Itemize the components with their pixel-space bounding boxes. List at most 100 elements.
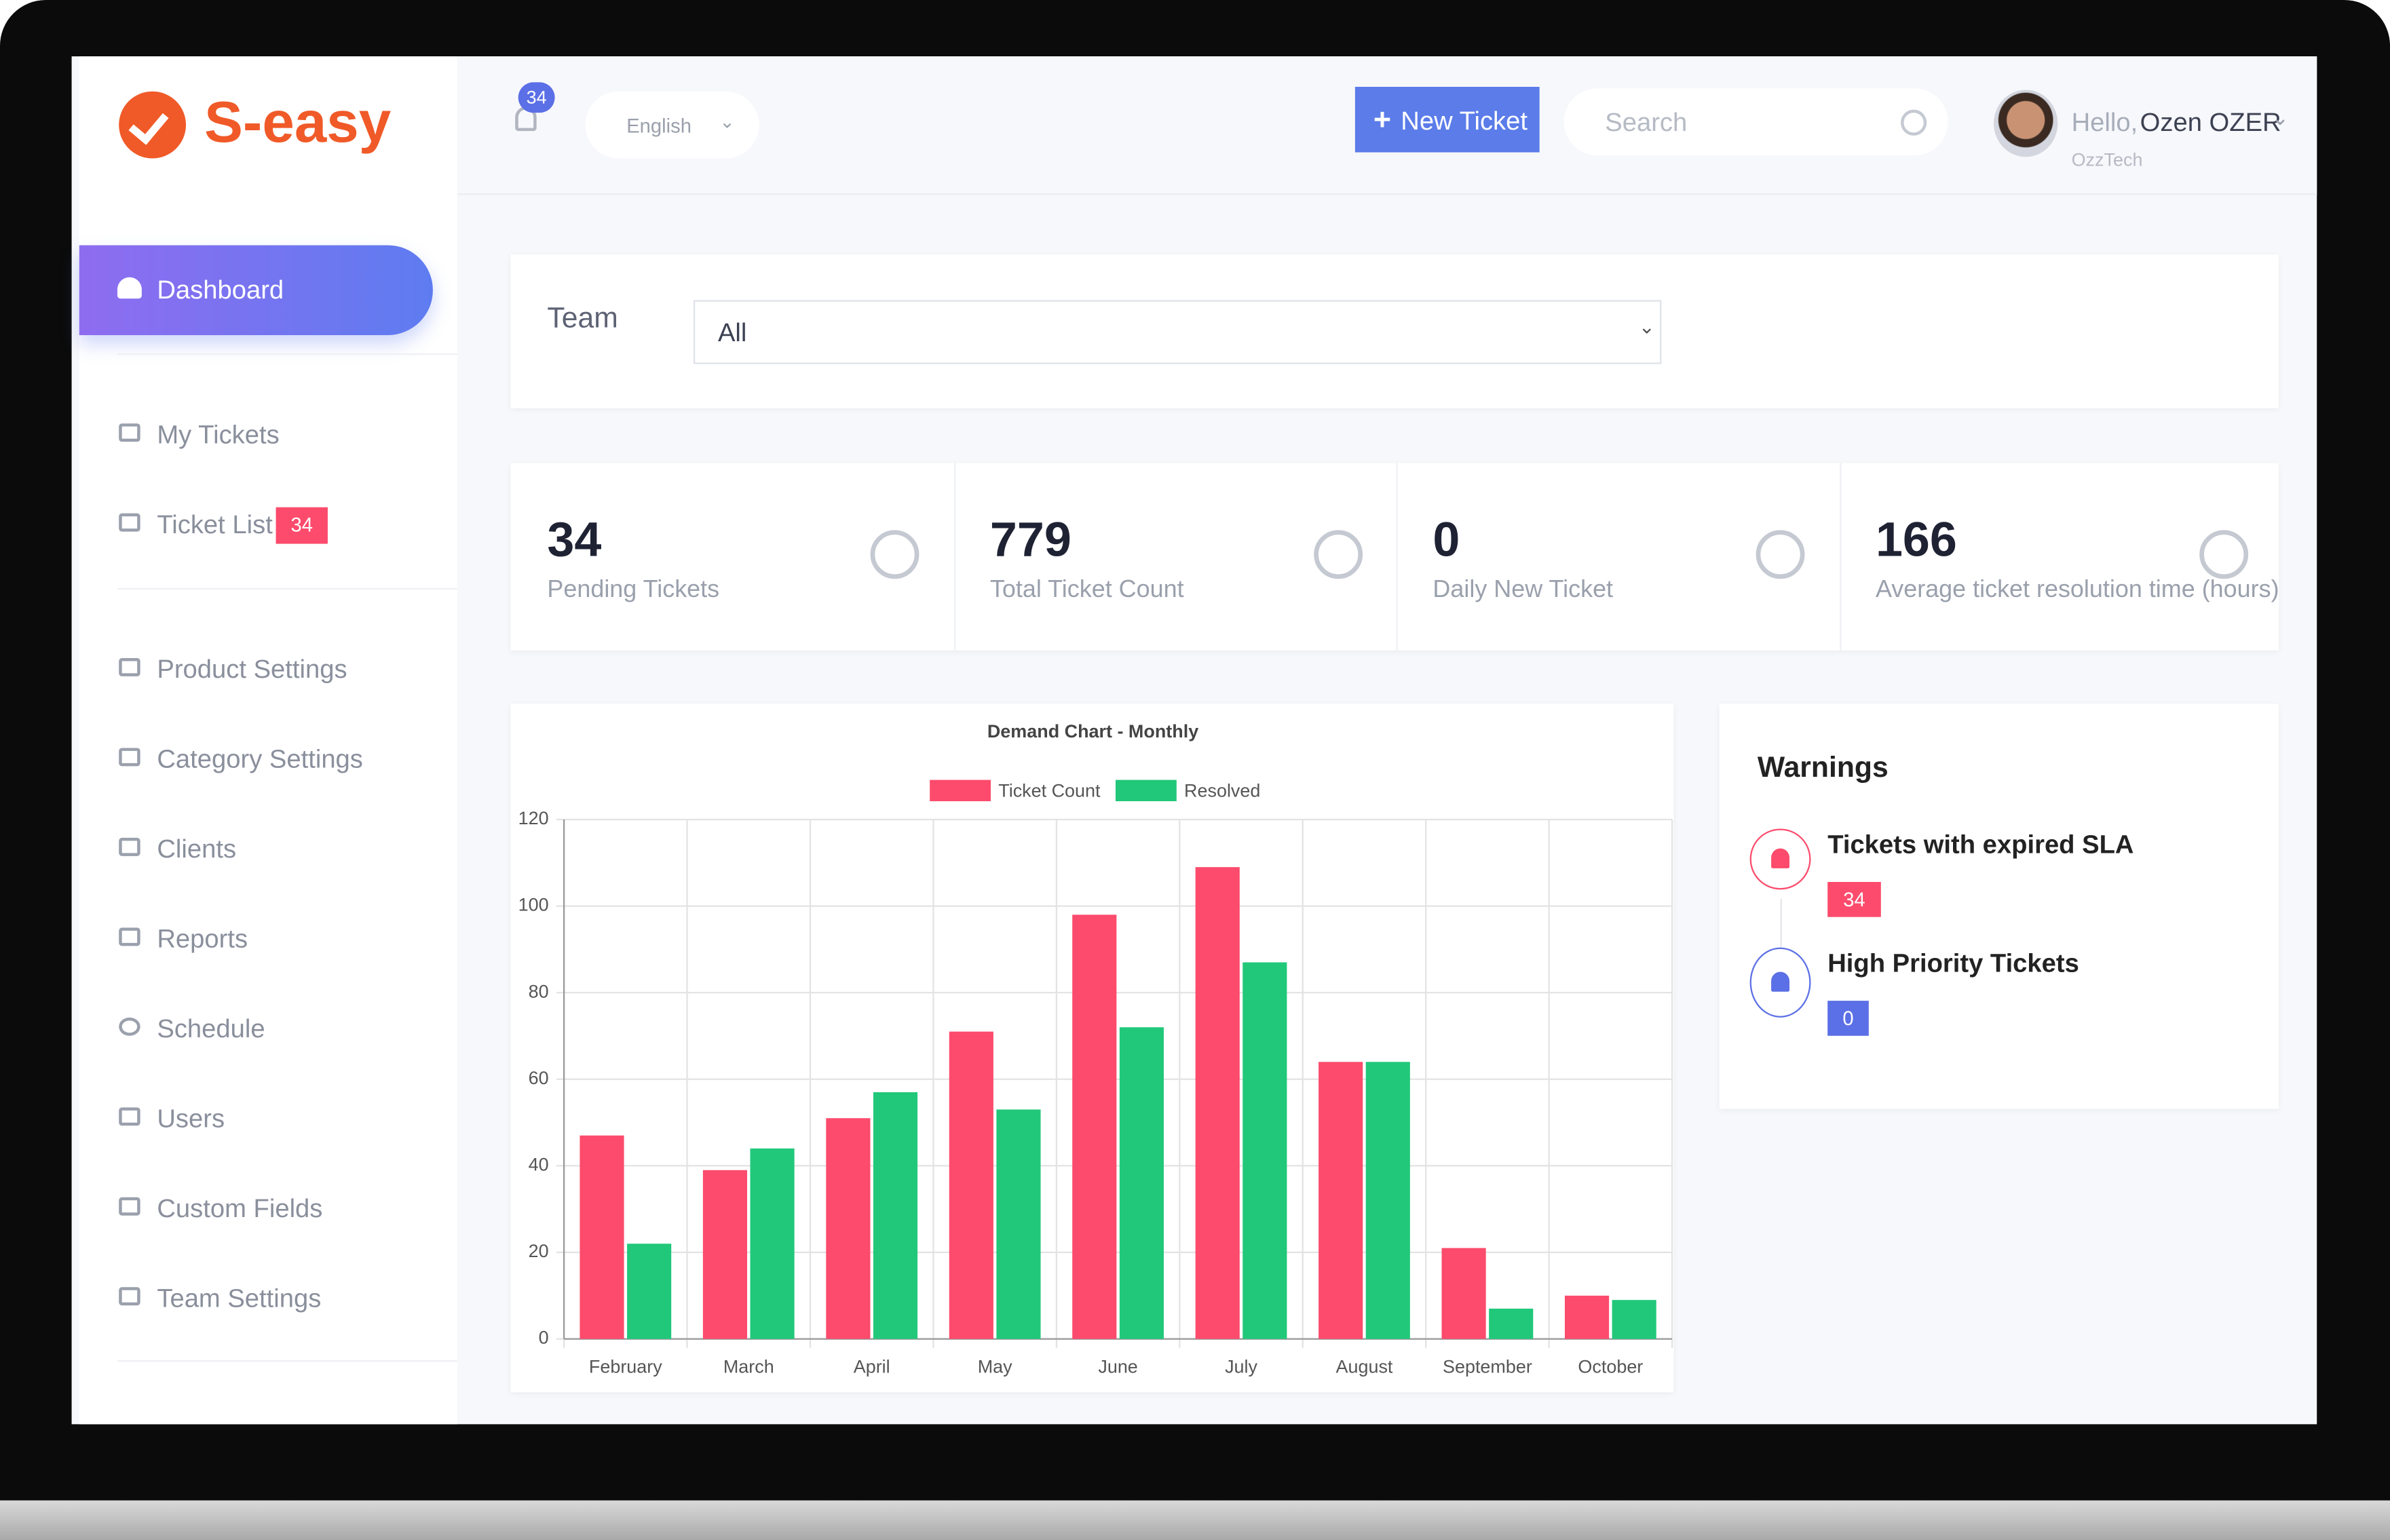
- bar: [949, 1031, 993, 1339]
- stat-divider: [1839, 463, 1841, 651]
- warning-icon: [1749, 828, 1811, 890]
- nav-item[interactable]: Team Settings: [157, 1284, 322, 1313]
- bar: [1195, 867, 1240, 1339]
- logo-icon: [119, 91, 187, 159]
- stat-value: 166: [1875, 512, 1957, 567]
- x-tick-label: June: [1098, 1356, 1137, 1377]
- nav-item[interactable]: My Tickets: [157, 420, 280, 450]
- y-tick-label: 40: [529, 1155, 549, 1175]
- nav-item[interactable]: Ticket List: [157, 510, 273, 539]
- y-tick-label: 120: [518, 808, 549, 828]
- warning-count: 34: [1827, 882, 1881, 917]
- bar: [1489, 1308, 1534, 1339]
- warning-label: High Priority Tickets: [1827, 948, 2079, 978]
- y-tick-label: 100: [518, 895, 549, 915]
- nav-item[interactable]: Clients: [157, 834, 237, 864]
- x-tick-label: August: [1336, 1356, 1393, 1377]
- warnings-card: [1719, 704, 2279, 1109]
- language: English: [626, 114, 691, 138]
- search-placeholder: Search: [1605, 108, 1688, 138]
- chart-card: Demand Chart - Monthly 0 20 40 60 80 100 120 Ti…: [510, 704, 1674, 1393]
- bar: [627, 1244, 672, 1339]
- bar: [1072, 915, 1117, 1339]
- stat-divider: [953, 463, 955, 651]
- greeting: Hello,: [2071, 108, 2138, 138]
- nav-item[interactable]: Product Settings: [157, 655, 347, 685]
- stat-label: Average ticket resolution time (hours): [1875, 577, 2279, 604]
- legend-swatch: [1115, 779, 1177, 802]
- nav-badge: 34: [276, 507, 328, 544]
- brand: S-easy: [204, 91, 392, 156]
- search-box[interactable]: [1563, 88, 1948, 156]
- stat-icon: [1756, 530, 1805, 579]
- warning-icon: [1749, 947, 1811, 1018]
- bar: [1564, 1295, 1610, 1339]
- warning-label: Tickets with expired SLA: [1827, 830, 2134, 860]
- nav-icon: [117, 277, 142, 299]
- x-tick-label: April: [854, 1356, 890, 1377]
- bar: [1365, 1062, 1410, 1339]
- stat-icon: [870, 530, 919, 579]
- divider: [117, 588, 457, 590]
- bar: [873, 1092, 918, 1339]
- chart-title: Demand Chart - Monthly: [987, 721, 1198, 742]
- laptop-base: [0, 1500, 2390, 1540]
- filter-label: Team: [547, 303, 618, 335]
- bar: [826, 1118, 871, 1339]
- bar: [1612, 1300, 1656, 1339]
- legend-swatch: [930, 779, 991, 802]
- team-select[interactable]: [694, 300, 1662, 364]
- chevron: ⌄: [719, 111, 735, 133]
- nav-item[interactable]: Schedule: [157, 1014, 265, 1044]
- divider: [117, 1360, 457, 1362]
- stats-card: [510, 463, 2279, 651]
- y-tick-label: 80: [529, 981, 549, 1001]
- x-tick-label: July: [1225, 1356, 1257, 1377]
- bar: [996, 1109, 1041, 1339]
- timeline-line: [1780, 898, 1782, 948]
- language-select[interactable]: [585, 91, 759, 159]
- x-tick-label: October: [1578, 1356, 1643, 1377]
- bar: [1441, 1248, 1486, 1339]
- warnings-title: Warnings: [1757, 752, 1889, 785]
- bar: [702, 1170, 748, 1339]
- stat-label: Daily New Ticket: [1433, 577, 1614, 604]
- avatar[interactable]: [1994, 90, 2058, 157]
- new-ticket-button[interactable]: [1354, 86, 1540, 153]
- warning-count: 0: [1827, 1001, 1869, 1036]
- user-name: Ozen OZER: [2140, 108, 2281, 138]
- chevron: ⌄: [1638, 315, 1656, 339]
- stat-label: Total Ticket Count: [989, 577, 1184, 604]
- x-tick-label: March: [723, 1356, 774, 1377]
- chart: Demand Chart - Monthly 0 20 40 60 80 100 120 Ti…: [518, 721, 1673, 1377]
- stat-value: 779: [989, 512, 1071, 567]
- stat-icon: [2199, 530, 2248, 579]
- chevron: ⌄: [2271, 104, 2290, 130]
- nav-item[interactable]: Reports: [157, 924, 248, 954]
- bar: [1243, 962, 1287, 1339]
- bar: [1319, 1062, 1363, 1339]
- new-ticket-label: New Ticket: [1401, 107, 1528, 136]
- search-icon: [1901, 109, 1927, 136]
- nav-item[interactable]: Dashboard: [157, 275, 284, 305]
- y-tick-label: 20: [529, 1241, 549, 1261]
- stat-divider: [1396, 463, 1398, 651]
- divider: [117, 353, 457, 355]
- nav-item[interactable]: Users: [157, 1104, 225, 1134]
- company: OzzTech: [2071, 149, 2143, 171]
- stat-label: Pending Tickets: [547, 577, 720, 604]
- x-tick-label: February: [589, 1356, 662, 1377]
- filter-value: All: [717, 318, 747, 347]
- bar: [750, 1148, 795, 1339]
- nav-item[interactable]: Category Settings: [157, 744, 363, 774]
- stat-value: 0: [1433, 512, 1460, 567]
- notification-badge: 34: [518, 82, 555, 113]
- legend-label: Ticket Count: [998, 781, 1101, 801]
- plus-icon: +: [1373, 103, 1392, 138]
- stat-value: 34: [547, 512, 602, 567]
- x-tick-label: May: [978, 1356, 1012, 1377]
- bar: [1119, 1027, 1164, 1339]
- nav-item[interactable]: Custom Fields: [157, 1194, 323, 1223]
- x-tick-label: September: [1443, 1356, 1532, 1377]
